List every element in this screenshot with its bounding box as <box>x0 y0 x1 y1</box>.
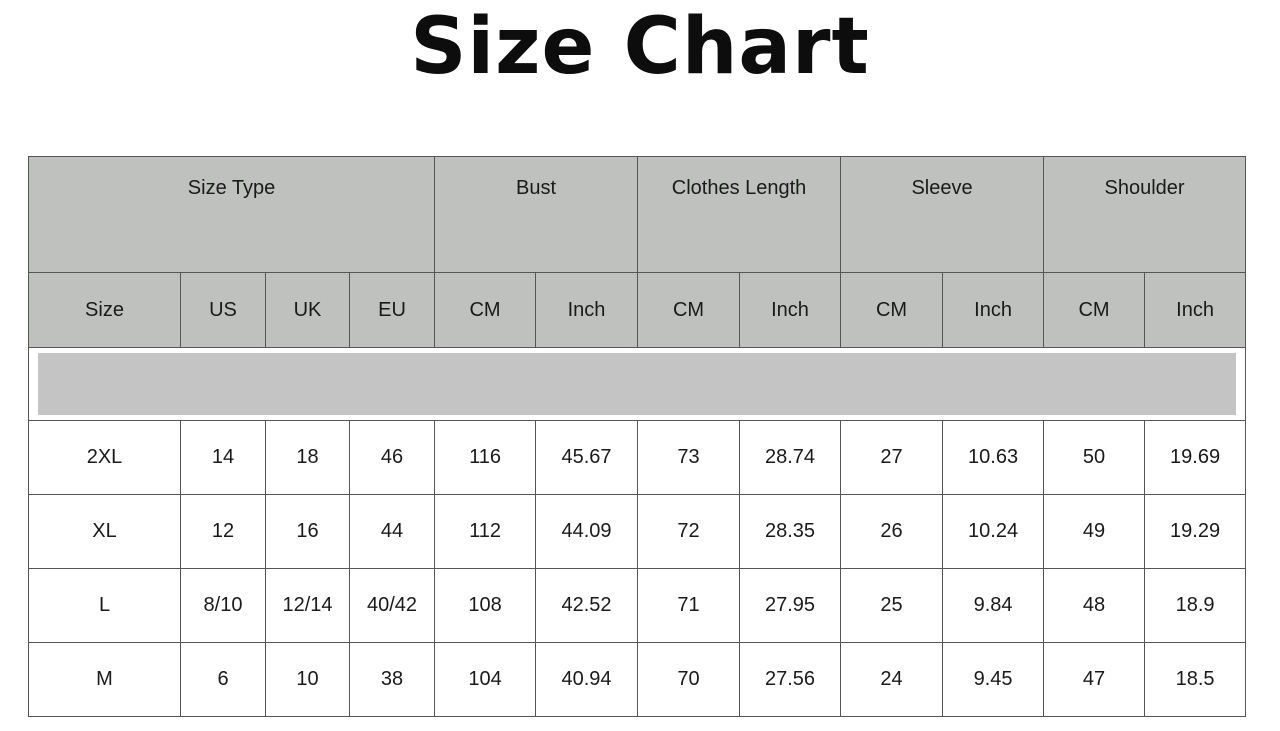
column-header: CM <box>840 272 944 348</box>
column-header: CM <box>1043 272 1146 348</box>
table-cell: 25 <box>840 568 944 643</box>
table-cell: XL <box>28 494 181 569</box>
table-cell: 108 <box>434 568 537 643</box>
group-header: Shoulder <box>1043 156 1247 273</box>
table-cell: 28.35 <box>739 494 842 569</box>
column-header: US <box>180 272 266 348</box>
column-header: EU <box>348 272 436 348</box>
table-cell: 19.29 <box>1144 494 1247 569</box>
column-header: CM <box>637 272 741 348</box>
table-cell: 44.09 <box>535 494 639 569</box>
table-cell: 12 <box>180 494 266 569</box>
table-cell: 48 <box>1043 568 1146 643</box>
table-cell: 27.56 <box>739 642 842 717</box>
table-cell: 18 <box>265 420 350 495</box>
table-cell: 24 <box>840 642 944 717</box>
table-cell: 46 <box>348 420 436 495</box>
table-cell: 26 <box>840 494 944 569</box>
table-cell: 104 <box>434 642 537 717</box>
table-row: L 8/10 12/14 40/42 108 42.52 71 27.95 25 9.84 48 18… <box>28 568 1247 643</box>
table-cell: 70 <box>637 642 741 717</box>
group-header: Sleeve <box>840 156 1045 273</box>
table-cell: 40/42 <box>348 568 436 643</box>
table-cell: 19.69 <box>1144 420 1247 495</box>
table-cell: 27.95 <box>739 568 842 643</box>
table-cell: 9.84 <box>942 568 1045 643</box>
table-cell: 14 <box>180 420 266 495</box>
table-cell: 18.5 <box>1144 642 1247 717</box>
table-cell: 10 <box>265 642 350 717</box>
table-cell: 9.45 <box>942 642 1045 717</box>
separator-bar <box>38 353 1237 415</box>
table-cell: 2XL <box>28 420 181 495</box>
separator-row <box>27 347 1247 421</box>
group-header: Bust <box>434 156 639 273</box>
table-cell: 71 <box>637 568 741 643</box>
column-header: Inch <box>535 272 639 348</box>
table-cell: 18.9 <box>1144 568 1247 643</box>
table-cell: 73 <box>637 420 741 495</box>
table-cell: 112 <box>434 494 537 569</box>
table-cell: L <box>28 568 181 643</box>
table-cell: 45.67 <box>535 420 639 495</box>
table-cell: M <box>28 642 181 717</box>
table-cell: 12/14 <box>265 568 350 643</box>
table-cell: 28.74 <box>739 420 842 495</box>
group-header: Clothes Length <box>637 156 842 273</box>
column-header: Inch <box>739 272 842 348</box>
size-chart-table: Size Type Bust Clothes Length Sleeve Sho… <box>27 156 1247 717</box>
table-cell: 38 <box>348 642 436 717</box>
column-header: CM <box>434 272 537 348</box>
column-header: Inch <box>1144 272 1247 348</box>
group-header: Size Type <box>27 156 436 273</box>
table-row: XL 12 16 44 112 44.09 72 28.35 26 10.24 49 19.29 <box>28 494 1247 569</box>
group-header-row: Size Type Bust Clothes Length Sleeve Sho… <box>27 156 1247 273</box>
table-cell: 8/10 <box>180 568 266 643</box>
table-row: M 6 10 38 104 40.94 70 27.56 24 9.45 47 18.5 <box>28 642 1247 717</box>
column-header-row: Size US UK EU CM Inch CM Inch CM Inch CM Inch <box>28 272 1247 348</box>
page-title: Size Chart <box>410 2 870 92</box>
column-header: Inch <box>942 272 1045 348</box>
table-cell: 72 <box>637 494 741 569</box>
table-row: 2XL 14 18 46 116 45.67 73 28.74 27 10.63 50 19.69 <box>28 420 1247 495</box>
table-cell: 40.94 <box>535 642 639 717</box>
table-cell: 16 <box>265 494 350 569</box>
table-cell: 49 <box>1043 494 1146 569</box>
table-cell: 10.24 <box>942 494 1045 569</box>
table-cell: 10.63 <box>942 420 1045 495</box>
table-cell: 42.52 <box>535 568 639 643</box>
table-cell: 6 <box>180 642 266 717</box>
table-cell: 44 <box>348 494 436 569</box>
table-cell: 27 <box>840 420 944 495</box>
column-header: Size <box>28 272 181 348</box>
table-cell: 116 <box>434 420 537 495</box>
table-cell: 50 <box>1043 420 1146 495</box>
table-cell: 47 <box>1043 642 1146 717</box>
column-header: UK <box>265 272 350 348</box>
